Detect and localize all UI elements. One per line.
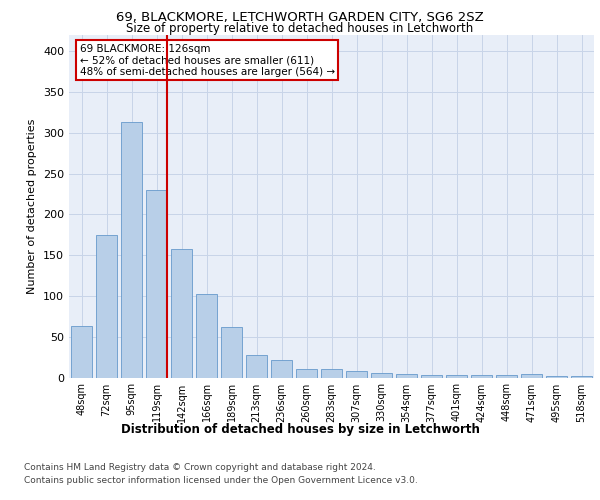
Y-axis label: Number of detached properties: Number of detached properties (28, 118, 37, 294)
Bar (321, 370, 342, 378)
Bar (496, 375, 517, 378)
Bar (196, 294, 217, 378)
Bar (371, 372, 392, 378)
Text: Distribution of detached houses by size in Letchworth: Distribution of detached houses by size … (121, 422, 479, 436)
Bar (446, 375, 467, 378)
Bar (521, 374, 542, 378)
Bar (121, 122, 142, 378)
Text: 69, BLACKMORE, LETCHWORTH GARDEN CITY, SG6 2SZ: 69, BLACKMORE, LETCHWORTH GARDEN CITY, S… (116, 11, 484, 24)
Bar (471, 375, 492, 378)
Bar (346, 371, 367, 378)
Text: Contains public sector information licensed under the Open Government Licence v3: Contains public sector information licen… (24, 476, 418, 485)
Bar (271, 360, 292, 378)
Bar (146, 190, 167, 378)
Bar (71, 326, 92, 378)
Text: Size of property relative to detached houses in Letchworth: Size of property relative to detached ho… (127, 22, 473, 35)
Text: 69 BLACKMORE: 126sqm
← 52% of detached houses are smaller (611)
48% of semi-deta: 69 BLACKMORE: 126sqm ← 52% of detached h… (79, 44, 335, 77)
Bar (221, 327, 242, 378)
Bar (96, 235, 117, 378)
Text: Contains HM Land Registry data © Crown copyright and database right 2024.: Contains HM Land Registry data © Crown c… (24, 462, 376, 471)
Bar (546, 376, 567, 378)
Bar (171, 250, 192, 378)
Bar (571, 376, 592, 378)
Bar (396, 374, 417, 378)
Bar (296, 370, 317, 378)
Bar (421, 375, 442, 378)
Bar (246, 356, 267, 378)
